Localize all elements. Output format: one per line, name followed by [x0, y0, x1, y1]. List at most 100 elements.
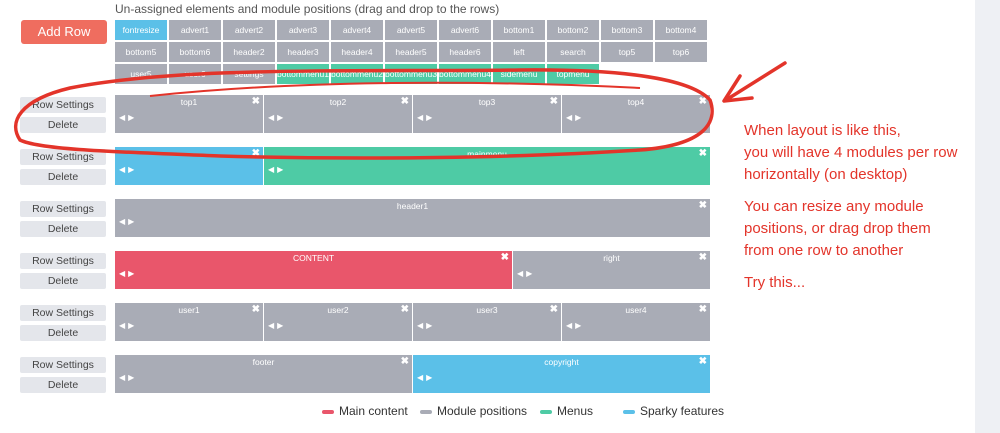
layout-row: header1 ✖ ◀▶ [115, 199, 711, 237]
legend-label: Sparky features [640, 404, 725, 418]
close-icon[interactable]: ✖ [698, 200, 707, 211]
delete-row-button[interactable]: Delete [20, 169, 106, 185]
row-settings-button[interactable]: Row Settings [20, 305, 106, 321]
delete-row-button[interactable]: Delete [20, 273, 106, 289]
close-icon[interactable]: ✖ [400, 356, 409, 367]
resize-arrows-icon[interactable]: ◀▶ [268, 113, 287, 122]
row-settings-button[interactable]: Row Settings [20, 97, 106, 113]
legend-item: Main content [322, 404, 408, 418]
pool-chip-bottom1[interactable]: bottom1 [493, 20, 545, 40]
pool-chip-bottommenu3[interactable]: bottommenu3 [385, 64, 437, 84]
pool-chip-bottommenu4[interactable]: bottommenu4 [439, 64, 491, 84]
module-top1[interactable]: top1 ✖ ◀▶ [115, 95, 264, 133]
resize-arrows-icon[interactable]: ◀▶ [119, 269, 138, 278]
close-icon[interactable]: ✖ [251, 148, 260, 159]
module-header1[interactable]: header1 ✖ ◀▶ [115, 199, 711, 237]
pool-chip-bottom6[interactable]: bottom6 [169, 42, 221, 62]
close-icon[interactable]: ✖ [400, 304, 409, 315]
resize-arrows-icon[interactable]: ◀▶ [268, 321, 287, 330]
close-icon[interactable]: ✖ [251, 96, 260, 107]
close-icon[interactable]: ✖ [698, 148, 707, 159]
pool-chip-bottom2[interactable]: bottom2 [547, 20, 599, 40]
pool-chip-header6[interactable]: header6 [439, 42, 491, 62]
close-icon[interactable]: ✖ [698, 252, 707, 263]
resize-arrows-icon[interactable]: ◀▶ [566, 113, 585, 122]
module-copyright[interactable]: copyright ✖ ◀▶ [413, 355, 711, 393]
pool-chip-bottommenu2[interactable]: bottommenu2 [331, 64, 383, 84]
pool-chip-top6[interactable]: top6 [655, 42, 707, 62]
module-label: user3 [476, 305, 498, 315]
pool-chip-header4[interactable]: header4 [331, 42, 383, 62]
pool-chip-bottommenu1[interactable]: bottommenu1 [277, 64, 329, 84]
row-settings-button[interactable]: Row Settings [20, 201, 106, 217]
pool-chip-header2[interactable]: header2 [223, 42, 275, 62]
resize-arrows-icon[interactable]: ◀▶ [417, 113, 436, 122]
row-settings-button[interactable]: Row Settings [20, 357, 106, 373]
pool-chip-settings[interactable]: settings [223, 64, 275, 84]
pool-chip-bottom4[interactable]: bottom4 [655, 20, 707, 40]
pool-chip-user6[interactable]: user6 [169, 64, 221, 84]
resize-arrows-icon[interactable]: ◀▶ [268, 165, 287, 174]
pool-chip-advert5[interactable]: advert5 [385, 20, 437, 40]
row-controls: Row Settings Delete [20, 357, 106, 397]
annotation-text: When layout is like this, [744, 122, 901, 139]
pool-chip-bottom5[interactable]: bottom5 [115, 42, 167, 62]
resize-arrows-icon[interactable]: ◀▶ [119, 373, 138, 382]
pool-chip-header3[interactable]: header3 [277, 42, 329, 62]
module-right[interactable]: right ✖ ◀▶ [513, 251, 711, 289]
pool-chip-bottom3[interactable]: bottom3 [601, 20, 653, 40]
pool-chip-user5[interactable]: user5 [115, 64, 167, 84]
resize-arrows-icon[interactable]: ◀▶ [119, 113, 138, 122]
module-mainmenu[interactable]: mainmenu ✖ ◀▶ [264, 147, 711, 185]
module-unlabeled[interactable]: ✖ ◀▶ [115, 147, 264, 185]
module-user4[interactable]: user4 ✖ ◀▶ [562, 303, 711, 341]
pool-chip-left[interactable]: left [493, 42, 545, 62]
add-row-button[interactable]: Add Row [21, 20, 107, 44]
close-icon[interactable]: ✖ [698, 356, 707, 367]
module-CONTENT[interactable]: CONTENT ✖ ◀▶ [115, 251, 513, 289]
resize-arrows-icon[interactable]: ◀▶ [517, 269, 536, 278]
pool-chip-advert1[interactable]: advert1 [169, 20, 221, 40]
module-top3[interactable]: top3 ✖ ◀▶ [413, 95, 562, 133]
resize-arrows-icon[interactable]: ◀▶ [566, 321, 585, 330]
module-label: CONTENT [292, 253, 335, 263]
delete-row-button[interactable]: Delete [20, 221, 106, 237]
pool-chip-header5[interactable]: header5 [385, 42, 437, 62]
module-top2[interactable]: top2 ✖ ◀▶ [264, 95, 413, 133]
unassigned-heading: Un-assigned elements and module position… [115, 2, 500, 16]
close-icon[interactable]: ✖ [400, 96, 409, 107]
resize-arrows-icon[interactable]: ◀▶ [417, 321, 436, 330]
pool-chip-advert3[interactable]: advert3 [277, 20, 329, 40]
close-icon[interactable]: ✖ [549, 96, 558, 107]
module-user2[interactable]: user2 ✖ ◀▶ [264, 303, 413, 341]
pool-chip-top5[interactable]: top5 [601, 42, 653, 62]
pool-chip-sidemenu[interactable]: sidemenu [493, 64, 545, 84]
pool-chip-search[interactable]: search [547, 42, 599, 62]
layout-row: CONTENT ✖ ◀▶ right ✖ ◀▶ [115, 251, 711, 289]
delete-row-button[interactable]: Delete [20, 325, 106, 341]
pool-chip-advert4[interactable]: advert4 [331, 20, 383, 40]
delete-row-button[interactable]: Delete [20, 377, 106, 393]
close-icon[interactable]: ✖ [698, 96, 707, 107]
resize-arrows-icon[interactable]: ◀▶ [119, 321, 138, 330]
module-footer[interactable]: footer ✖ ◀▶ [115, 355, 413, 393]
close-icon[interactable]: ✖ [549, 304, 558, 315]
row-settings-button[interactable]: Row Settings [20, 253, 106, 269]
close-icon[interactable]: ✖ [698, 304, 707, 315]
module-label: mainmenu [467, 149, 507, 159]
close-icon[interactable]: ✖ [500, 252, 509, 263]
module-user3[interactable]: user3 ✖ ◀▶ [413, 303, 562, 341]
close-icon[interactable]: ✖ [251, 304, 260, 315]
resize-arrows-icon[interactable]: ◀▶ [119, 165, 138, 174]
pool-chip-advert6[interactable]: advert6 [439, 20, 491, 40]
pool-chip-fontresize[interactable]: fontresize [115, 20, 167, 40]
resize-arrows-icon[interactable]: ◀▶ [119, 217, 138, 226]
row-settings-button[interactable]: Row Settings [20, 149, 106, 165]
delete-row-button[interactable]: Delete [20, 117, 106, 133]
pool-chip-topmenu[interactable]: topmenu [547, 64, 599, 84]
module-user1[interactable]: user1 ✖ ◀▶ [115, 303, 264, 341]
pool-chip-advert2[interactable]: advert2 [223, 20, 275, 40]
module-top4[interactable]: top4 ✖ ◀▶ [562, 95, 711, 133]
module-label: right [603, 253, 620, 263]
resize-arrows-icon[interactable]: ◀▶ [417, 373, 436, 382]
